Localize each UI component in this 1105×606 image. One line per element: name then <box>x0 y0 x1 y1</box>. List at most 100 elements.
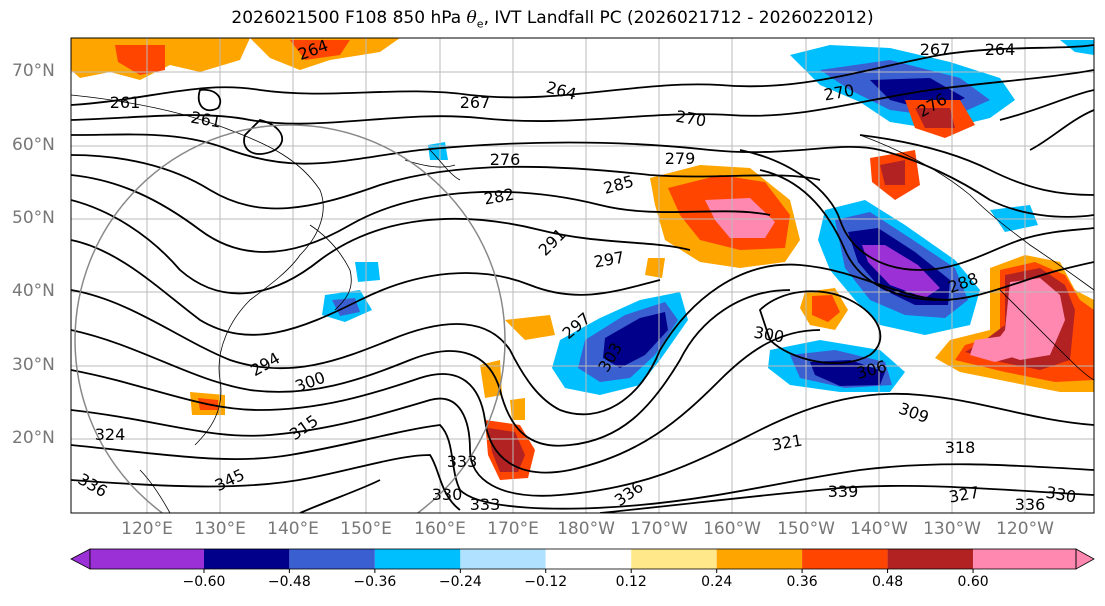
svg-text:264: 264 <box>544 78 578 104</box>
svg-text:300: 300 <box>293 368 328 396</box>
svg-text:327: 327 <box>947 483 980 507</box>
contour-label: 330 <box>432 485 463 504</box>
svg-text:264: 264 <box>985 40 1016 59</box>
colorbar-segment <box>90 549 204 569</box>
colorbar <box>70 548 1095 573</box>
svg-text:297: 297 <box>592 248 625 272</box>
svg-text:330: 330 <box>1044 483 1077 507</box>
distance-ring <box>74 124 506 513</box>
contour-label: 282 <box>482 185 515 209</box>
contour-label: 333 <box>470 495 501 514</box>
colorbar-tick-label: −0.12 <box>524 574 568 590</box>
colorbar-tick-label: 0.48 <box>871 574 904 590</box>
svg-text:333: 333 <box>447 452 478 471</box>
svg-text:270: 270 <box>822 81 855 105</box>
colorbar-segment <box>545 549 632 569</box>
svg-text:339: 339 <box>828 482 859 501</box>
contour-label: 318 <box>945 438 976 457</box>
contour-label: 270 <box>822 81 855 105</box>
contour-label: 300 <box>752 323 785 347</box>
colorbar-segment <box>460 549 546 569</box>
longitude-label: 160°W <box>703 519 761 539</box>
longitude-label: 130°W <box>923 519 981 539</box>
svg-text:294: 294 <box>247 348 283 380</box>
map-frame <box>70 37 1095 514</box>
svg-text:267: 267 <box>920 40 951 59</box>
contour-label: 333 <box>447 452 478 471</box>
svg-text:321: 321 <box>770 431 803 455</box>
latitude-label: 30°N <box>12 355 55 375</box>
contour-label: 300 <box>293 368 328 396</box>
contour-label: 330 <box>1044 483 1077 507</box>
colorbar-tick-label: 0.24 <box>701 574 733 590</box>
svg-text:336: 336 <box>75 469 111 501</box>
contour-label: 336 <box>1015 495 1046 514</box>
longitude-label: 150°W <box>777 519 835 539</box>
contour-label: 297 <box>592 248 625 272</box>
colorbar-tick-label: −0.48 <box>267 574 311 590</box>
latitude-label: 50°N <box>12 208 55 228</box>
figure-title: 2026021500 F108 850 hPa θe, IVT Landfall… <box>231 8 874 31</box>
latitude-label: 60°N <box>12 135 55 155</box>
colorbar-segment <box>631 549 717 569</box>
svg-text:276: 276 <box>490 150 521 169</box>
contour-label: 276 <box>490 150 521 169</box>
longitude-label: 170°W <box>630 519 688 539</box>
svg-text:333: 333 <box>470 495 501 514</box>
contour-label: 345 <box>212 465 248 495</box>
colorbar-segment <box>973 549 1076 569</box>
colorbar-segment <box>802 549 888 569</box>
svg-text:261: 261 <box>110 93 141 112</box>
contour-label: 261 <box>189 108 222 132</box>
coastlines <box>71 94 1094 513</box>
colorbar-tick-label: 0.60 <box>957 574 989 590</box>
contour-label: 327 <box>947 483 980 507</box>
svg-text:336: 336 <box>1015 495 1046 514</box>
svg-text:261: 261 <box>189 108 222 132</box>
svg-text:300: 300 <box>752 323 785 347</box>
contour-label: 267 <box>920 40 951 59</box>
colorbar-tick-label: 0.36 <box>786 574 818 590</box>
contour-label: 324 <box>95 425 126 444</box>
svg-text:267: 267 <box>460 93 491 112</box>
svg-text:279: 279 <box>665 149 696 168</box>
colorbar-tick-label: 0.12 <box>615 574 647 590</box>
contour-label: 279 <box>665 149 696 168</box>
longitude-label: 180°W <box>557 519 615 539</box>
longitude-label: 140°E <box>267 519 319 539</box>
longitude-label: 130°E <box>194 519 246 539</box>
svg-text:324: 324 <box>95 425 126 444</box>
svg-text:270: 270 <box>674 107 707 131</box>
colorbar-tick-label: −0.60 <box>182 574 226 590</box>
longitude-label: 170°E <box>487 519 539 539</box>
contour-label: 321 <box>770 431 803 455</box>
colorbar-tick-label: −0.36 <box>353 574 397 590</box>
contour-label: 267 <box>460 93 491 112</box>
contour-label: 261 <box>110 93 141 112</box>
colorbar-tick-label: −0.24 <box>438 574 482 590</box>
colorbar-extend-high <box>1075 548 1095 570</box>
anomaly-shading <box>71 38 1094 480</box>
svg-text:282: 282 <box>482 185 515 209</box>
contour-label: 309 <box>896 399 931 427</box>
contour-label: 336 <box>75 469 111 501</box>
colorbar-segment <box>374 549 461 569</box>
svg-text:330: 330 <box>432 485 463 504</box>
contour-label: 339 <box>828 482 859 501</box>
colorbar-segment <box>716 549 803 569</box>
colorbar-extend-low <box>70 548 91 570</box>
colorbar-segment <box>289 549 375 569</box>
svg-text:318: 318 <box>945 438 976 457</box>
graticule <box>71 38 1094 513</box>
longitude-label: 120°E <box>121 519 173 539</box>
colorbar-segment <box>887 549 974 569</box>
colorbar-segment <box>203 549 290 569</box>
latitude-label: 20°N <box>12 428 55 448</box>
longitude-label: 120°W <box>996 519 1054 539</box>
latitude-label: 70°N <box>12 61 55 81</box>
contour-label: 270 <box>674 107 707 131</box>
longitude-label: 160°E <box>414 519 466 539</box>
longitude-label: 140°W <box>850 519 908 539</box>
svg-text:285: 285 <box>601 172 635 198</box>
